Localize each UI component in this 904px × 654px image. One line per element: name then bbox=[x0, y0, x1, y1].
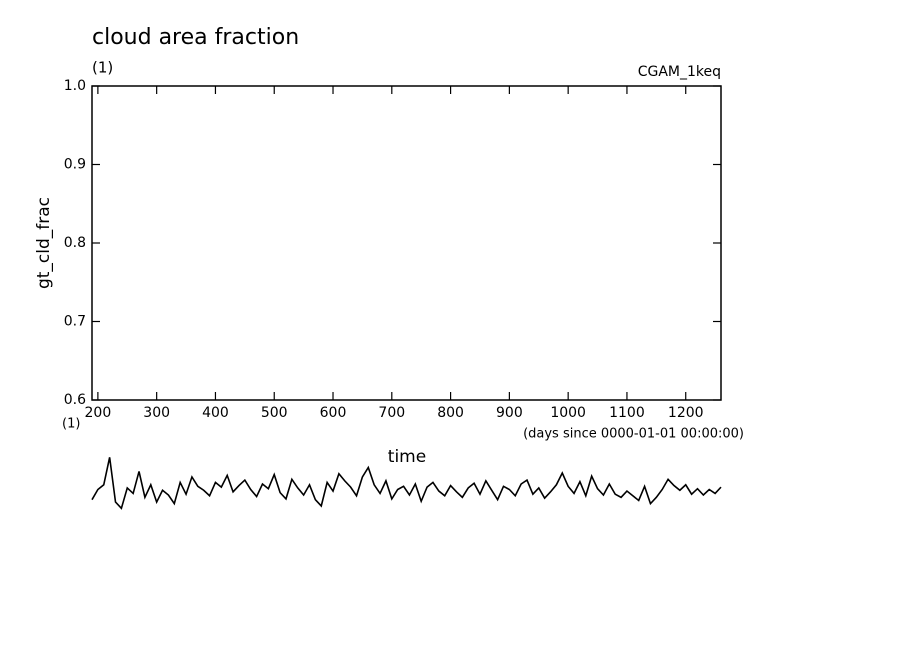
x-tick-label: 900 bbox=[496, 405, 523, 421]
x-tick-label: 300 bbox=[143, 405, 170, 421]
experiment: CGAM_1keq bbox=[638, 64, 721, 80]
x-tick-label: 500 bbox=[261, 405, 288, 421]
x-axis-label: time bbox=[388, 447, 426, 467]
y-tick-label: 0.9 bbox=[64, 157, 86, 173]
chart-title: cloud area fraction bbox=[92, 25, 299, 50]
units-bottom: (1) bbox=[62, 417, 80, 432]
x-tick-label: 1100 bbox=[609, 405, 645, 421]
x-tick-label: 400 bbox=[202, 405, 229, 421]
units-top: (1) bbox=[92, 59, 113, 77]
y-axis-label: gt_cld_frac bbox=[34, 197, 54, 289]
x-tick-label: 800 bbox=[437, 405, 464, 421]
x-units: (days since 0000-01-01 00:00:00) bbox=[523, 427, 744, 442]
x-tick-label: 700 bbox=[378, 405, 405, 421]
x-tick-label: 600 bbox=[320, 405, 347, 421]
y-tick-label: 0.8 bbox=[64, 235, 86, 251]
y-tick-label: 0.6 bbox=[64, 392, 86, 408]
y-tick-label: 0.7 bbox=[64, 314, 86, 330]
y-tick-label: 1.0 bbox=[64, 78, 86, 94]
x-tick-label: 200 bbox=[85, 405, 112, 421]
data-line bbox=[91, 457, 722, 510]
x-tick-label: 1200 bbox=[668, 405, 704, 421]
x-tick-label: 1000 bbox=[550, 405, 586, 421]
